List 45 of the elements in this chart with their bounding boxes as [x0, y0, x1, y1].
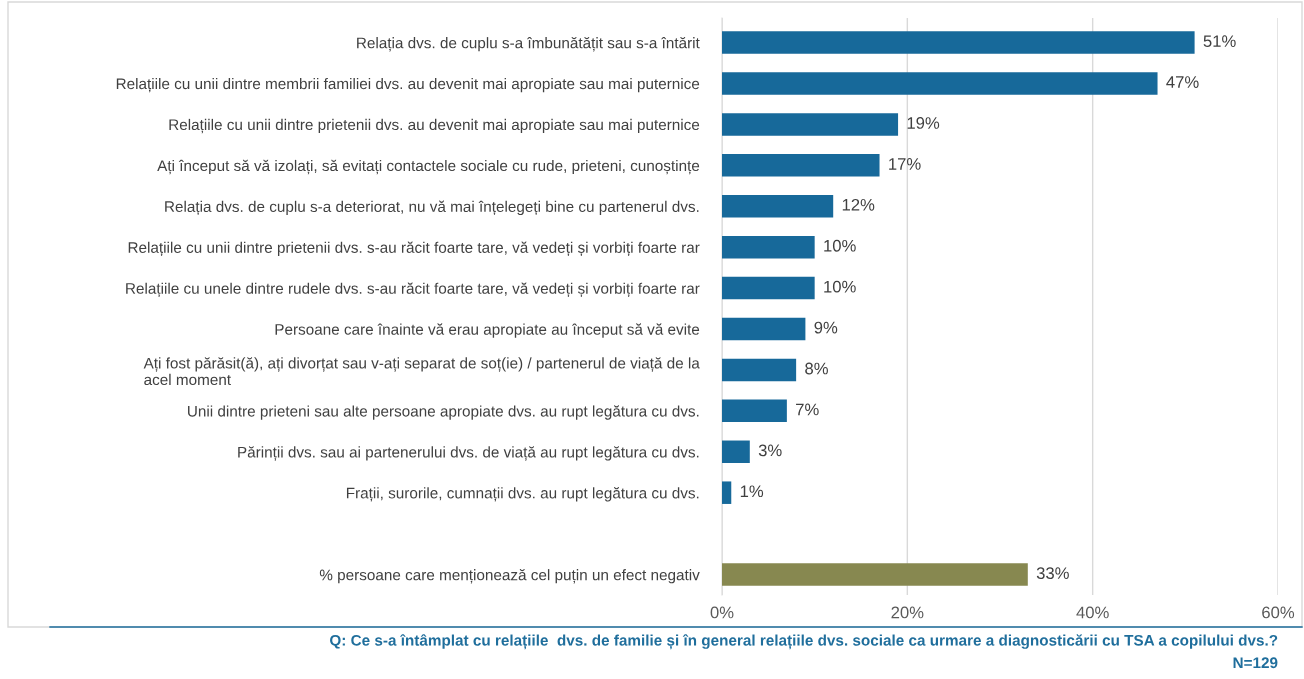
y-tick-label: Relațiile cu unele dintre rudele dvs. s-au răcit foarte tare, vă vedeți și vorbiți foarte rar: [126, 282, 700, 297]
y-tick-label: Ați fost părăsit(ă), ați divorțat sau v-ați separat de soț(ie) / partenerul de viață de la acel moment: [143, 357, 700, 386]
x-tick-label: 60%: [1262, 606, 1295, 619]
bar: [722, 235, 815, 259]
y-tick-label: Frații, surorile, cumnații dvs. au rupt legătura cu dvs.: [346, 487, 699, 502]
bar: [722, 31, 1195, 54]
bar: [722, 481, 732, 504]
data-label: 8%: [805, 362, 828, 375]
bar: [722, 563, 1028, 586]
data-label: 12%: [842, 198, 875, 211]
y-tick-label: Relația dvs. de cuplu s-a îmbunătățit sau s-a întărit: [357, 36, 700, 52]
x-tick-label: 40%: [1076, 606, 1109, 619]
bar: [722, 194, 834, 218]
bar: [722, 72, 1158, 95]
data-label: 1%: [740, 485, 764, 498]
bar: [722, 399, 787, 423]
bar: [722, 317, 806, 341]
data-label: 7%: [796, 403, 819, 416]
data-label: 33%: [1036, 567, 1069, 580]
y-tick-label: Relația dvs. de cuplu s-a deteriorat, nu vă mai înțelegeți bine cu partenerul dvs.: [165, 200, 699, 216]
data-label: 47%: [1166, 76, 1199, 88]
data-label: 51%: [1203, 35, 1236, 48]
text: Q: Ce s-a întâmplat cu relațiile dvs. de familie și în general relațiile dvs. sociale ca urmare a diagnosticării cu TSA a copilului dvs.?: [330, 634, 1278, 650]
x-tick-label: 0%: [710, 606, 734, 619]
bar: [722, 154, 880, 177]
x-tick-label: 20%: [891, 606, 924, 619]
y-tick-label: Unii dintre prieteni sau alte persoane apropiate dvs. au rupt legătura cu dvs.: [188, 405, 699, 420]
text: N=129: [1233, 657, 1278, 669]
y-tick-label: Ați început să vă izolați, să evitați contactele sociale cu rude, prieteni, cunoștințe: [157, 159, 700, 175]
data-label: 3%: [758, 444, 782, 457]
bar: [722, 440, 750, 464]
y-tick-label: Relațiile cu unii dintre membrii familiei dvs. au devenit mai apropiate sau mai puternice: [116, 77, 700, 93]
bar: [722, 358, 797, 382]
data-label: 10%: [824, 239, 856, 252]
y-tick-label: Relațiile cu unii dintre prietenii dvs. au devenit mai apropiate sau mai puternice: [169, 118, 700, 134]
data-label: 10%: [824, 280, 856, 293]
bar: [722, 113, 899, 136]
y-tick-label: Persoane care înainte vă erau apropiate au început să vă evite: [275, 323, 700, 338]
data-label: 19%: [907, 117, 940, 129]
data-label: 17%: [889, 158, 921, 170]
data-label: 9%: [814, 321, 838, 334]
y-tick-label: % persoane care menționează cel puțin un efect negativ: [319, 568, 700, 584]
y-tick-label: Părinții dvs. sau ai partenerului dvs. de viață au rupt legătura cu dvs.: [238, 446, 699, 461]
bar: [722, 276, 815, 300]
y-tick-label: Relațiile cu unii dintre prietenii dvs. s-au răcit foarte tare, vă vedeți și vorbiți foarte rar: [128, 241, 700, 257]
